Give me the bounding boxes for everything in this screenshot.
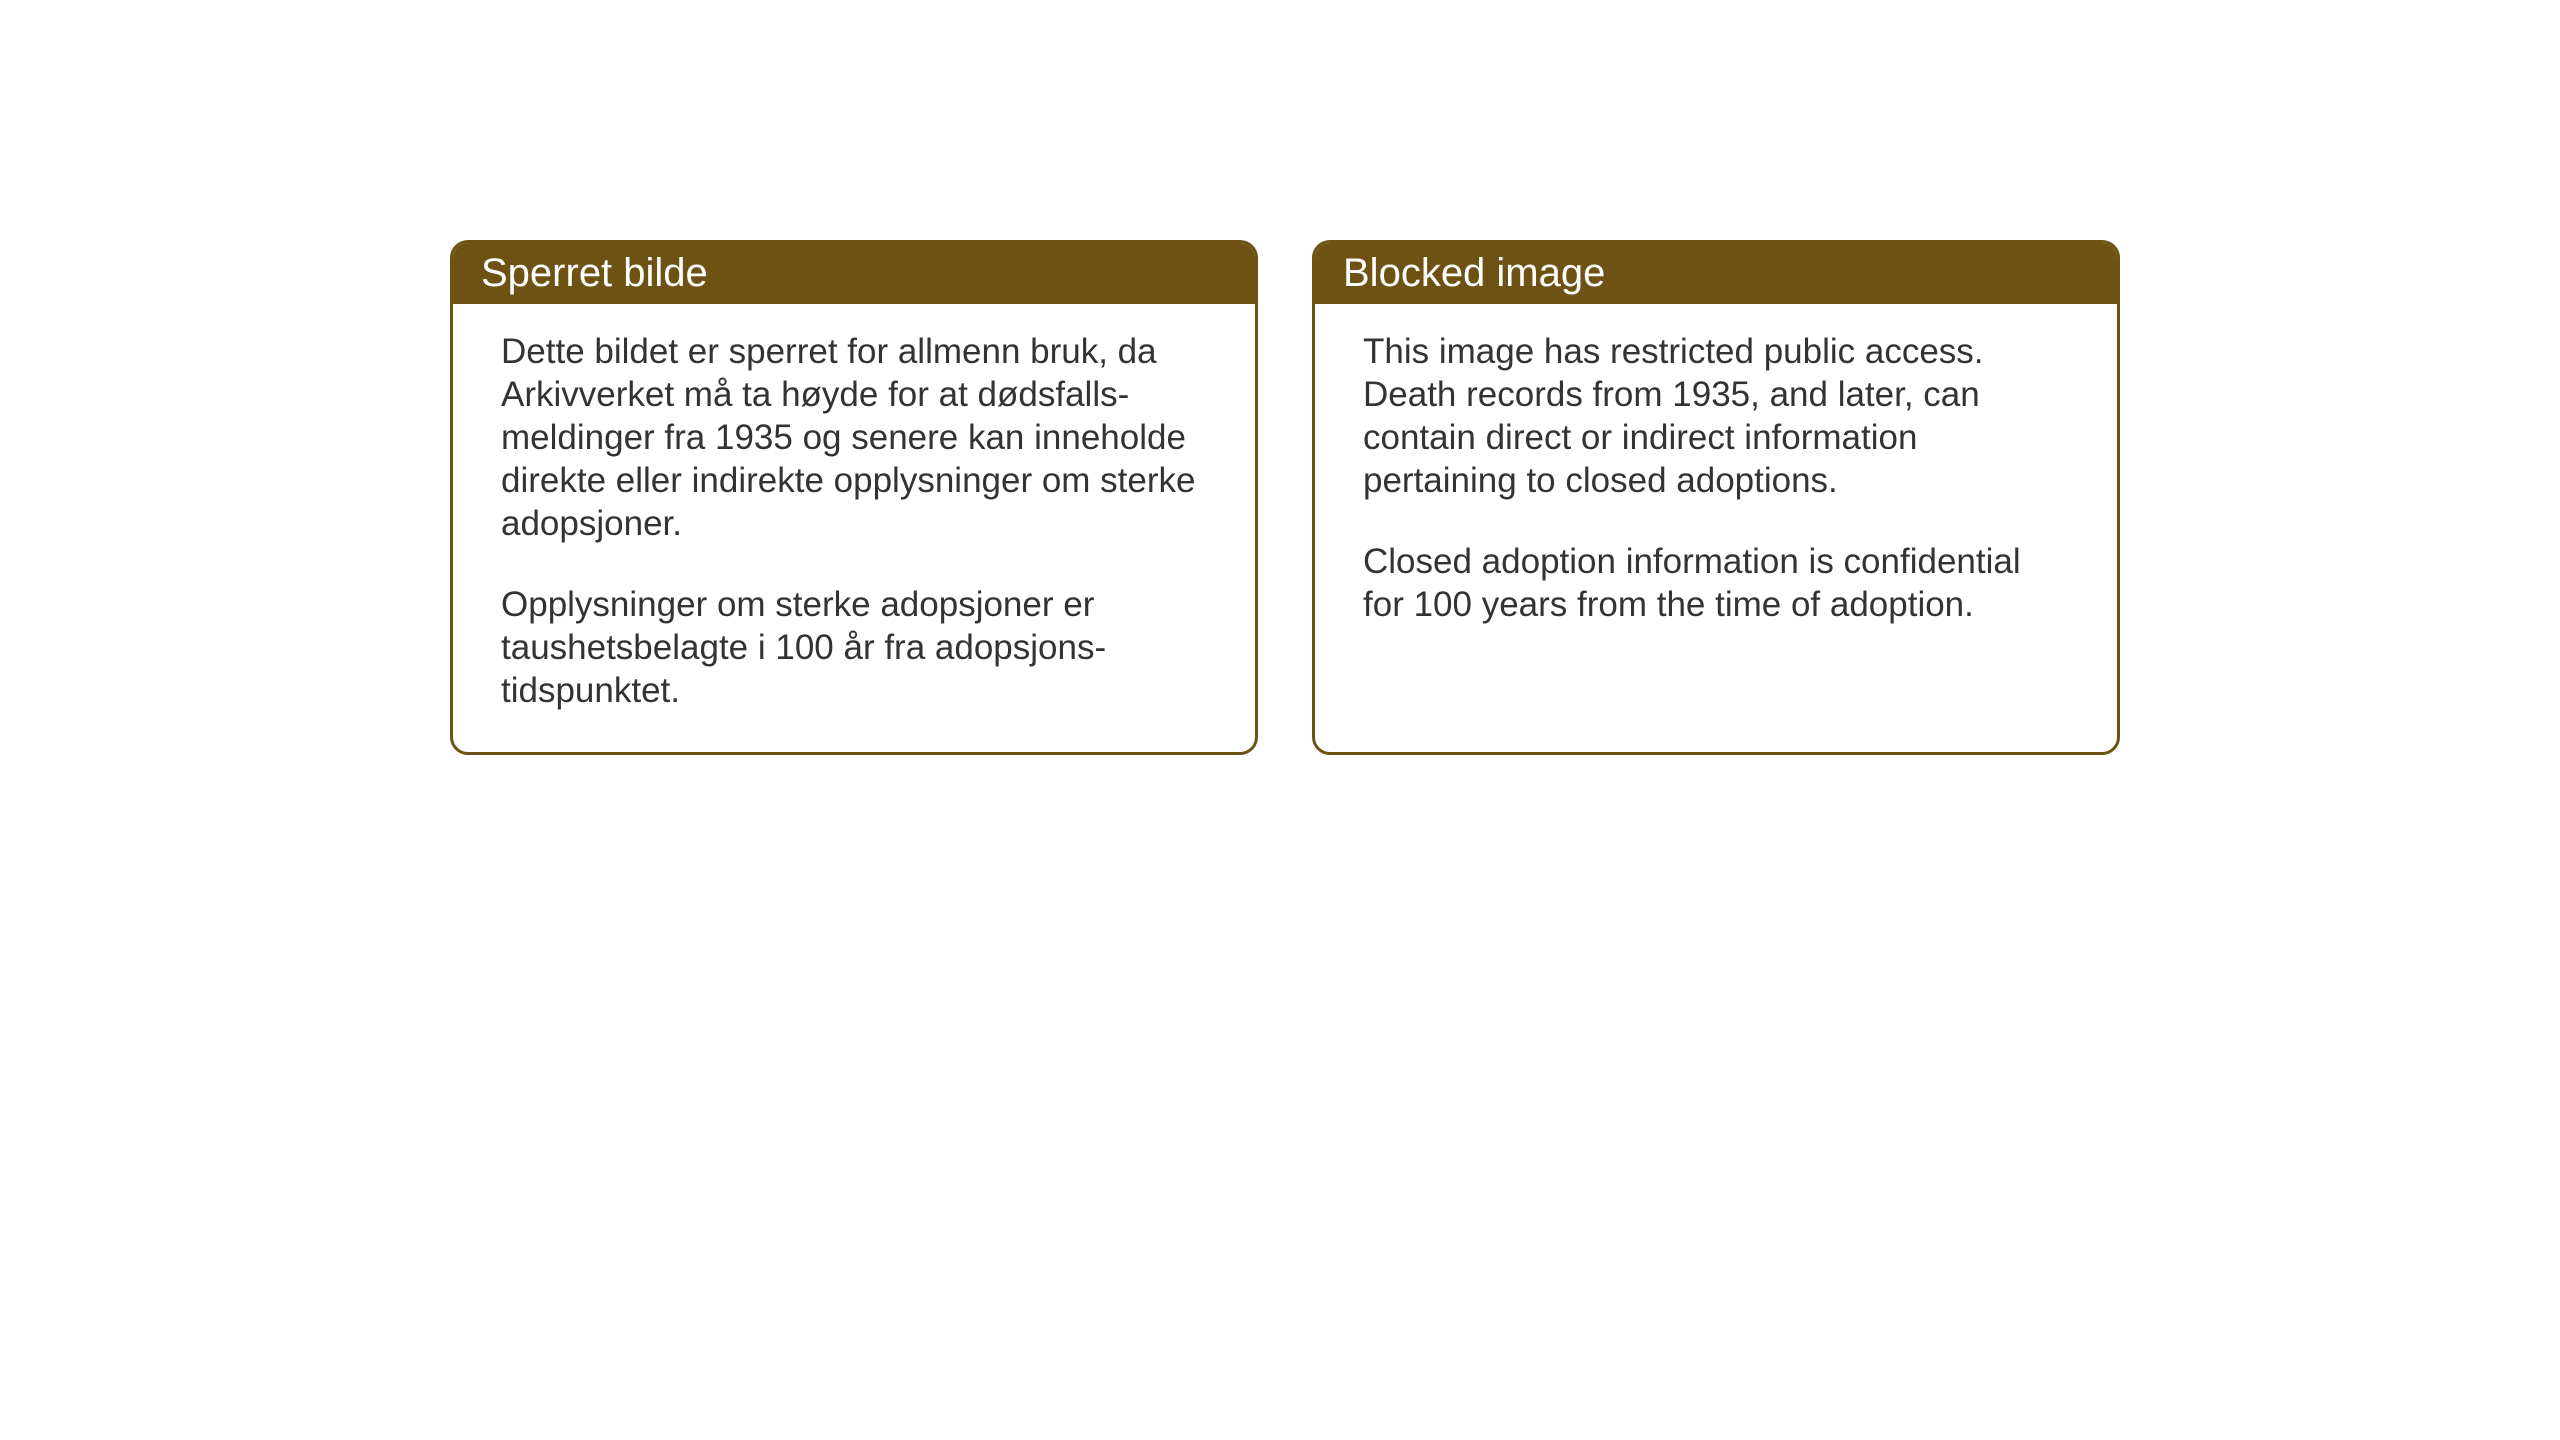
notice-container: Sperret bilde Dette bildet er sperret fo… xyxy=(0,0,2560,755)
notice-card-norwegian: Sperret bilde Dette bildet er sperret fo… xyxy=(450,240,1258,755)
card-header-english: Blocked image xyxy=(1315,243,2117,304)
card-header-norwegian: Sperret bilde xyxy=(453,243,1255,304)
card-body-norwegian: Dette bildet er sperret for allmenn bruk… xyxy=(453,304,1255,752)
card-body-english: This image has restricted public access.… xyxy=(1315,304,2117,666)
card-title-norwegian: Sperret bilde xyxy=(481,251,708,295)
card-title-english: Blocked image xyxy=(1343,251,1605,295)
notice-card-english: Blocked image This image has restricted … xyxy=(1312,240,2120,755)
paragraph-1-norwegian: Dette bildet er sperret for allmenn bruk… xyxy=(501,330,1207,545)
paragraph-2-norwegian: Opplysninger om sterke adopsjoner er tau… xyxy=(501,583,1207,712)
paragraph-2-english: Closed adoption information is confident… xyxy=(1363,540,2069,626)
paragraph-1-english: This image has restricted public access.… xyxy=(1363,330,2069,502)
